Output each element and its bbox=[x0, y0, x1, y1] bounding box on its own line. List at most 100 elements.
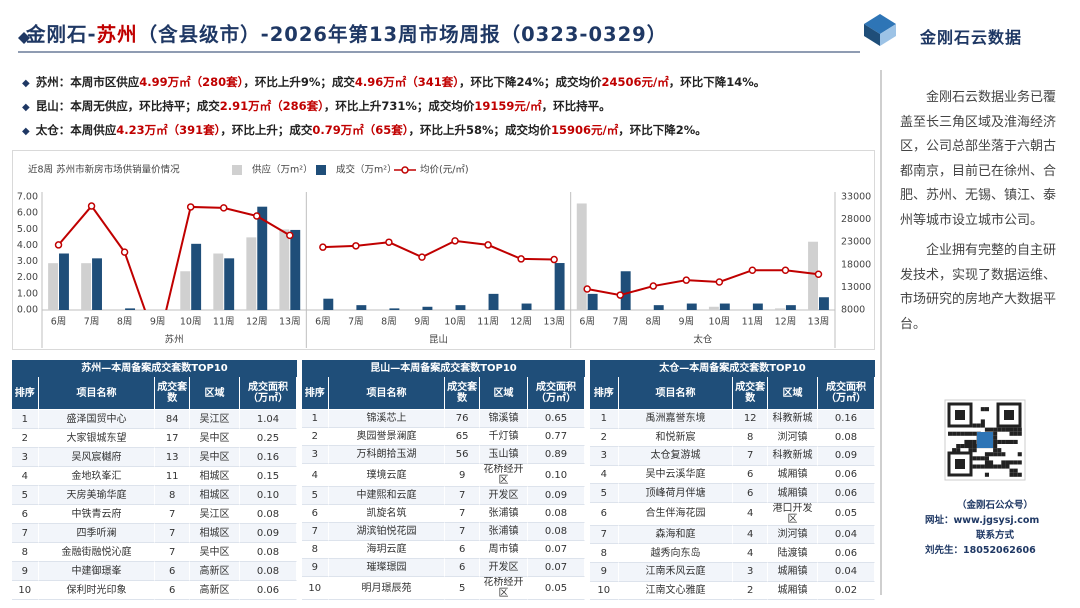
table-cell: 56 bbox=[445, 446, 480, 464]
table-cell: 高新区 bbox=[189, 581, 241, 600]
qr-dot bbox=[989, 427, 994, 432]
bullet-text: 4.96万㎡（341套） bbox=[354, 75, 460, 89]
qr-dot bbox=[956, 431, 961, 436]
line-marker bbox=[517, 255, 525, 263]
table-row: 6 中铁青云府 7 吴江区 0.08 bbox=[12, 505, 298, 524]
table-cell: 13 bbox=[155, 448, 190, 467]
table-cell: 顶峰荷月伴塘 bbox=[618, 484, 734, 503]
header-cell: 成交套数 bbox=[155, 377, 190, 410]
bar bbox=[191, 243, 202, 310]
legend-label: 供应（万m²） bbox=[252, 164, 313, 176]
qr-dot bbox=[976, 423, 981, 428]
qr-dot bbox=[1005, 460, 1010, 465]
line-marker bbox=[186, 203, 195, 211]
bar bbox=[48, 263, 59, 310]
table-cell: 保利时光印象 bbox=[38, 581, 156, 600]
table-cell: 海玥云庭 bbox=[328, 541, 446, 559]
table-cell: 7 bbox=[590, 525, 619, 545]
line bbox=[322, 239, 555, 261]
table-cell: 6 bbox=[155, 562, 190, 581]
line-marker bbox=[814, 270, 823, 279]
x-tick-label: 13周 bbox=[543, 317, 565, 328]
table-cell: 0.08 bbox=[818, 428, 876, 448]
table-cell: 4 bbox=[590, 465, 619, 485]
line-marker bbox=[219, 204, 228, 212]
table-cell: 相城区 bbox=[189, 524, 241, 543]
table-row: 1 锦溪芯上 76 锦溪镇 0.65 bbox=[302, 410, 586, 428]
table-cell: 9 bbox=[445, 464, 480, 487]
table: 昆山—本周备案成交套数TOP10 排序 项目名称 成交套数 区域 成交面积（万㎡） 1 锦溪芯… bbox=[302, 360, 586, 600]
qr-dot bbox=[993, 427, 998, 432]
bar bbox=[488, 293, 499, 310]
table-row: 3 太仓复游城 7 科教新城 0.09 bbox=[590, 447, 876, 466]
table-cell: 65 bbox=[445, 428, 480, 446]
qr-dot bbox=[1009, 439, 1014, 444]
x-tick-label: 13周 bbox=[808, 317, 830, 328]
x-tick-label: 12周 bbox=[246, 317, 268, 328]
y-tick-label: 5.00 bbox=[17, 224, 38, 235]
qr-dot bbox=[952, 431, 957, 436]
table: 太仓—本周备案成交套数TOP10 排序 项目名称 成交套数 区域 成交面积（万㎡） 1 禹洲嘉… bbox=[590, 360, 876, 601]
table-cell: 0.09 bbox=[818, 447, 876, 466]
table-cell: 0.09 bbox=[528, 487, 586, 505]
qr-finder bbox=[1004, 410, 1014, 420]
table-cell: 浏河镇 bbox=[767, 525, 819, 545]
qr-dot bbox=[972, 423, 977, 428]
bar bbox=[224, 258, 235, 310]
group-label: 昆山 bbox=[429, 335, 448, 346]
table-cell: 陆渡镇 bbox=[767, 544, 819, 563]
line bbox=[57, 204, 291, 310]
bullet-text: 0.79万㎡（65套） bbox=[312, 123, 409, 137]
table-row: 3 万科朗拾玉湖 56 玉山镇 0.89 bbox=[302, 446, 586, 464]
table-cell: 5 bbox=[12, 486, 39, 505]
qr-dot bbox=[997, 448, 1002, 453]
table-cell: 天房美瑜华庭 bbox=[38, 486, 156, 505]
table-row: 2 大家银城东望 17 吴中区 0.25 bbox=[12, 429, 298, 448]
bar bbox=[257, 206, 268, 310]
x-tick-label: 7周 bbox=[612, 317, 628, 328]
bullet-text: 4.99万㎡（280套） bbox=[139, 75, 244, 89]
table-cell: 0.16 bbox=[818, 410, 876, 429]
table-cell: 10 bbox=[590, 581, 619, 601]
table-cell: 8 bbox=[155, 486, 190, 505]
table-cell: 0.08 bbox=[240, 505, 298, 524]
qr-dot bbox=[980, 456, 985, 461]
table-cell: 森海和庭 bbox=[618, 525, 734, 545]
qr-dot bbox=[989, 460, 994, 465]
legend-swatch bbox=[232, 165, 242, 175]
qr-dot bbox=[972, 431, 977, 436]
bar bbox=[775, 308, 785, 310]
line-marker bbox=[484, 241, 492, 249]
table-cell: 江南禾风云庭 bbox=[618, 562, 734, 582]
qr-dot bbox=[960, 431, 965, 436]
table-cell: 7 bbox=[155, 505, 190, 524]
line-marker bbox=[253, 212, 261, 220]
bar bbox=[246, 237, 257, 310]
bar bbox=[587, 293, 598, 310]
qr-logo bbox=[977, 432, 993, 448]
header-cell: 项目名称 bbox=[38, 377, 156, 410]
table-cell: 浏河镇 bbox=[767, 428, 819, 448]
qr-dot bbox=[968, 439, 973, 444]
table-title: 太仓—本周备案成交套数TOP10 bbox=[590, 360, 875, 377]
bar bbox=[554, 263, 565, 310]
bar bbox=[576, 203, 587, 310]
bullet-text: 2.91万㎡（286套） bbox=[219, 99, 324, 113]
group-label: 太仓 bbox=[693, 334, 713, 346]
header-cell: 区域 bbox=[479, 377, 529, 410]
x-tick-label: 11周 bbox=[742, 317, 764, 328]
table-cell: 0.10 bbox=[240, 486, 298, 505]
qr-dot bbox=[997, 452, 1002, 457]
table-cell: 0.10 bbox=[528, 464, 586, 487]
bullet-text: 24506元/㎡ bbox=[601, 75, 669, 89]
qr-dot bbox=[956, 448, 961, 453]
qr-dot bbox=[956, 444, 961, 449]
table-cell: 10 bbox=[302, 577, 329, 600]
table-cell: 禹洲嘉誉东境 bbox=[618, 410, 734, 429]
table-cell: 吴中云溪华庭 bbox=[618, 465, 734, 485]
contact-line: 联系方式 bbox=[975, 530, 1014, 541]
bar bbox=[422, 306, 433, 310]
bar bbox=[125, 308, 136, 310]
table-row: 9 中建御璟峯 6 高新区 0.08 bbox=[12, 562, 298, 581]
table-cell: 锦溪镇 bbox=[479, 410, 529, 428]
